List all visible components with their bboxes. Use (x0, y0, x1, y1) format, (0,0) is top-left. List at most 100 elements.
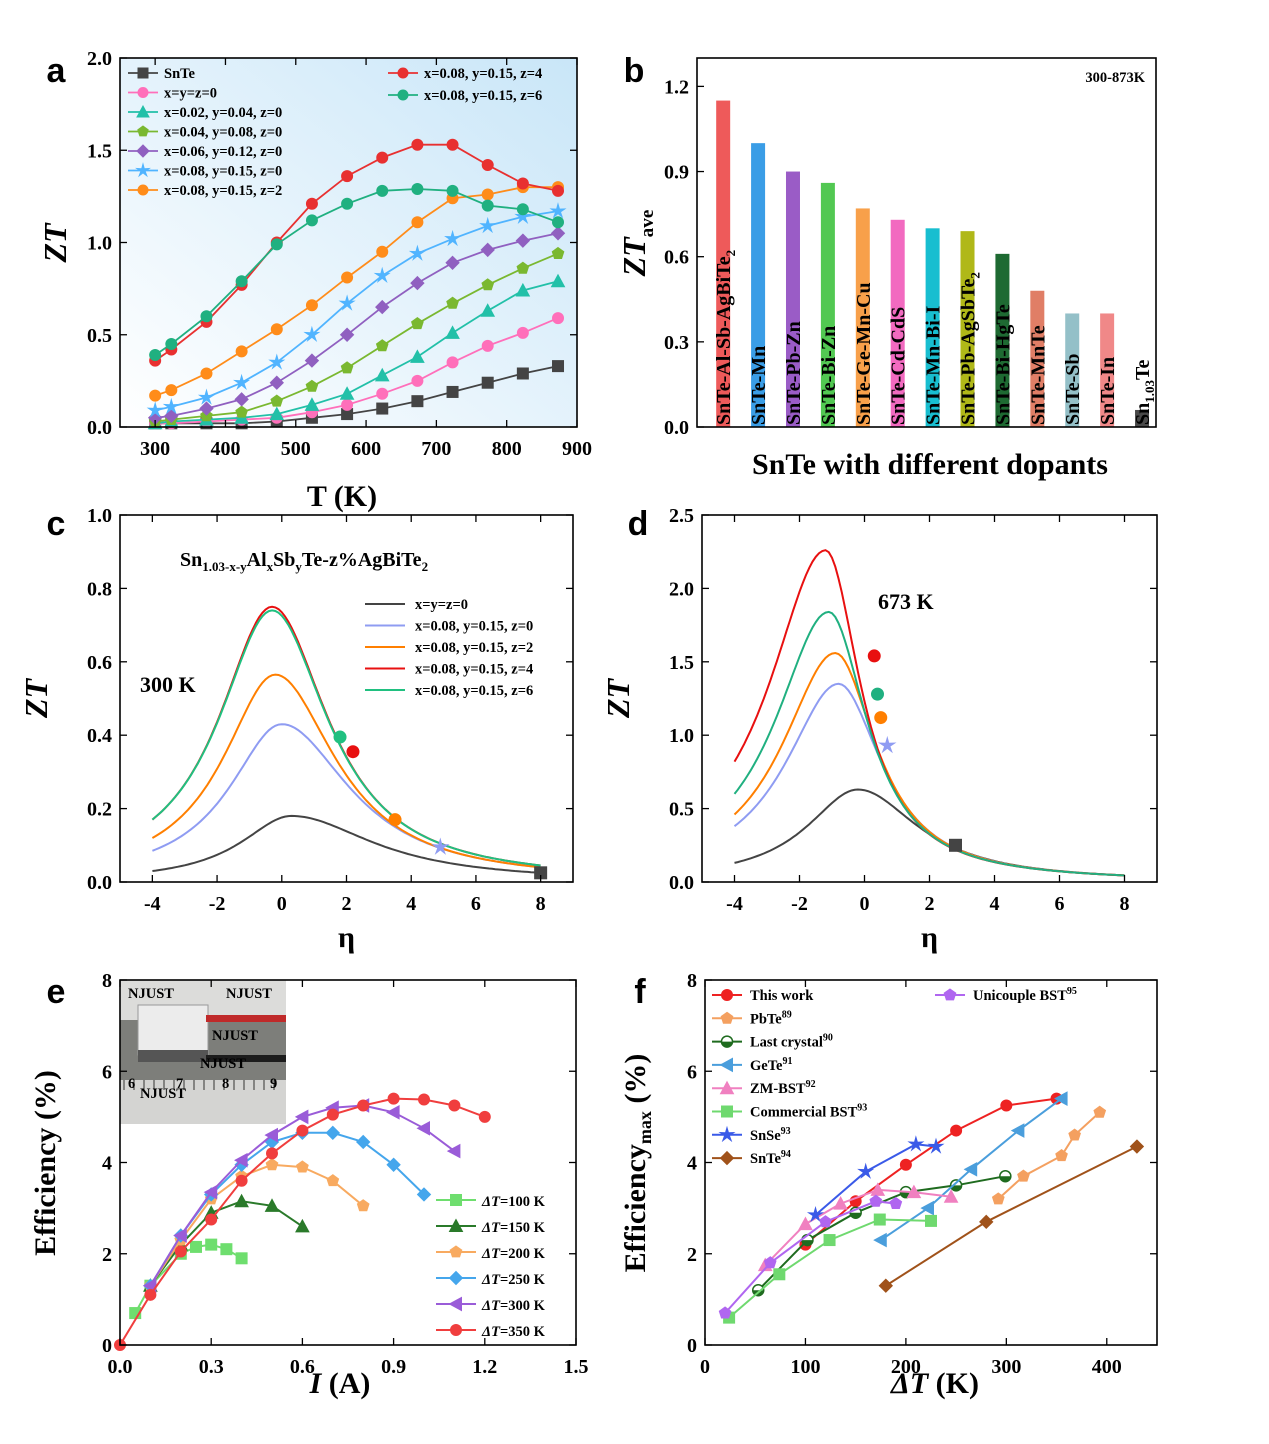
b-bar-1 (751, 143, 766, 427)
f-xtick-label-2: 200 (891, 1356, 921, 1378)
b-ytick-label-3: 0.9 (664, 162, 689, 184)
e-legend-label-1: ΔT=150 K (481, 1220, 546, 1236)
b-ytick-label-1: 0.3 (664, 332, 689, 354)
a-series-3-point-10 (481, 278, 495, 291)
a-ytick-label-4: 2.0 (87, 48, 112, 70)
f-legend-label-1: PbTe89 (750, 1009, 792, 1027)
d-point-2 (874, 711, 888, 725)
e-xlabel-var: I (309, 1367, 323, 1400)
e-xtick-label-4: 1.2 (472, 1356, 497, 1378)
a-series-5-point-8 (408, 244, 426, 261)
d-curve-2 (733, 651, 1125, 877)
d-xlabel: η (921, 921, 938, 954)
c-formula-part-7: 2 (422, 559, 429, 574)
e-series-4-point-10 (446, 1143, 461, 1159)
a-legend-marker-8 (397, 89, 409, 101)
a-series-5-point-10 (479, 216, 497, 234)
e-xlabel: I (A) (309, 1367, 371, 1400)
e-series-2-point-5 (296, 1160, 309, 1173)
e-inset-text-4: NJUST (140, 1086, 186, 1102)
e-legend-label-2-val: =200 K (500, 1246, 546, 1262)
e-ylabel: Efficiency (%) (29, 1070, 62, 1256)
f-legend-marker-8 (943, 988, 957, 1001)
a-legend-marker-3 (137, 125, 149, 137)
a-xtick-label-0: 300 (140, 438, 170, 460)
f-legend-label-8-ref: 95 (1067, 986, 1077, 997)
c-curve-0 (152, 814, 541, 874)
a-series-2-point-7 (374, 367, 390, 382)
a-series-7-point-5 (305, 197, 318, 210)
b-bar-label-12-a: Sn (1132, 403, 1154, 425)
b-bar-label-5: SnTe-Cd-CdS (888, 307, 910, 425)
b-bar-label-8: SnTe-Bi-HgTe (992, 304, 1014, 425)
a-legend-marker-4 (136, 144, 150, 158)
a-legend-marker-5 (135, 162, 151, 178)
e-series-0-point-6 (235, 1252, 248, 1265)
f-legend-label-3-ref: 91 (783, 1056, 793, 1067)
f-series-1-point-0 (991, 1192, 1005, 1205)
a-series-4-point-8 (410, 275, 425, 291)
a-series-8-point-5 (305, 214, 318, 227)
f-series-7-point-2 (1129, 1139, 1145, 1154)
f-series-2-point-4-half (950, 1185, 962, 1191)
f-legend-label-1-ref: 89 (782, 1009, 792, 1020)
f-series-5-point-3 (873, 1213, 886, 1226)
e-series-4-point-2 (203, 1184, 218, 1200)
b-bar-8 (995, 253, 1010, 427)
f-series-4-point-2 (833, 1196, 848, 1210)
c-annotation: 300 K (140, 672, 196, 697)
e-xtick-label-2: 0.6 (290, 1356, 315, 1378)
c-curve-2 (151, 673, 541, 869)
a-series-7-point-10 (481, 159, 494, 172)
b-frame (696, 57, 1157, 428)
a-xtick-label-5: 800 (492, 438, 522, 460)
a-series-5-point-6 (338, 294, 356, 311)
b-bar-3 (820, 182, 835, 427)
e-inset-photo: NJUST NJUST NJUST NJUST NJUST 6 7 8 9 (120, 980, 286, 1124)
a-series-3-point-9 (446, 296, 459, 309)
f-ylabel-sub: max (635, 1111, 655, 1144)
e-inset-num-2: 8 (222, 1076, 229, 1092)
c-point-2 (388, 813, 402, 827)
a-series-2-point-9 (445, 325, 460, 339)
a-series-6-point-3 (235, 345, 248, 358)
d-point-3 (867, 649, 881, 663)
f-series-3-point-3 (1010, 1123, 1025, 1138)
f-series-4-point-5 (943, 1189, 959, 1203)
e-xlabel-unit: (A) (321, 1367, 370, 1400)
e-series-4-point-4 (264, 1127, 278, 1143)
a-series-8-point-3 (235, 275, 248, 288)
e-series-4-point-3 (234, 1152, 248, 1168)
a-series-5-point-4 (268, 353, 286, 370)
a-series-3-point-5 (305, 379, 319, 392)
f-ylabel-unit: (%) (619, 1054, 652, 1111)
f-series-8-point-3 (869, 1194, 883, 1207)
e-legend-marker-5 (450, 1324, 462, 1336)
e-series-3-point-8 (386, 1157, 401, 1172)
f-legend-label-7: SnTe94 (750, 1149, 791, 1167)
a-series-0-point-10 (481, 376, 494, 389)
a-series-6-point-7 (376, 245, 389, 258)
a-xlabel: T (K) (307, 480, 377, 513)
b-bar-label-0: SnTe-Al-Sb-AgBiTe2 (713, 250, 738, 425)
d-frame (701, 514, 1158, 883)
a-series-3-point-3 (235, 405, 248, 418)
f-legend-label-5: Commercial BST93 (750, 1103, 867, 1121)
b-annotation: 300-873K (1085, 70, 1145, 86)
e-legend-marker-0 (450, 1194, 462, 1206)
f-series-2-point-2-half (850, 1212, 862, 1219)
e-series-5-point-6 (296, 1124, 309, 1137)
a-series-4-point-7 (375, 299, 390, 315)
a-series-8-point-7 (376, 184, 389, 197)
e-ytick-label-4: 8 (102, 970, 112, 992)
e-inset-black-wire (206, 1055, 286, 1062)
c-legend-label-0: x=y=z=0 (415, 597, 468, 613)
d-xtick-label-1: -2 (791, 893, 808, 915)
e-inset-text-2: NJUST (212, 1028, 258, 1044)
f-series-4-point-1 (798, 1216, 813, 1231)
a-legend-label-8: x=0.08, y=0.15, z=6 (424, 88, 542, 104)
b-bar-12 (1135, 409, 1150, 427)
e-legend-label-3: ΔT=250 K (481, 1272, 546, 1288)
a-series-8-point-12 (552, 216, 565, 229)
f-legend-marker-7 (719, 1150, 735, 1166)
